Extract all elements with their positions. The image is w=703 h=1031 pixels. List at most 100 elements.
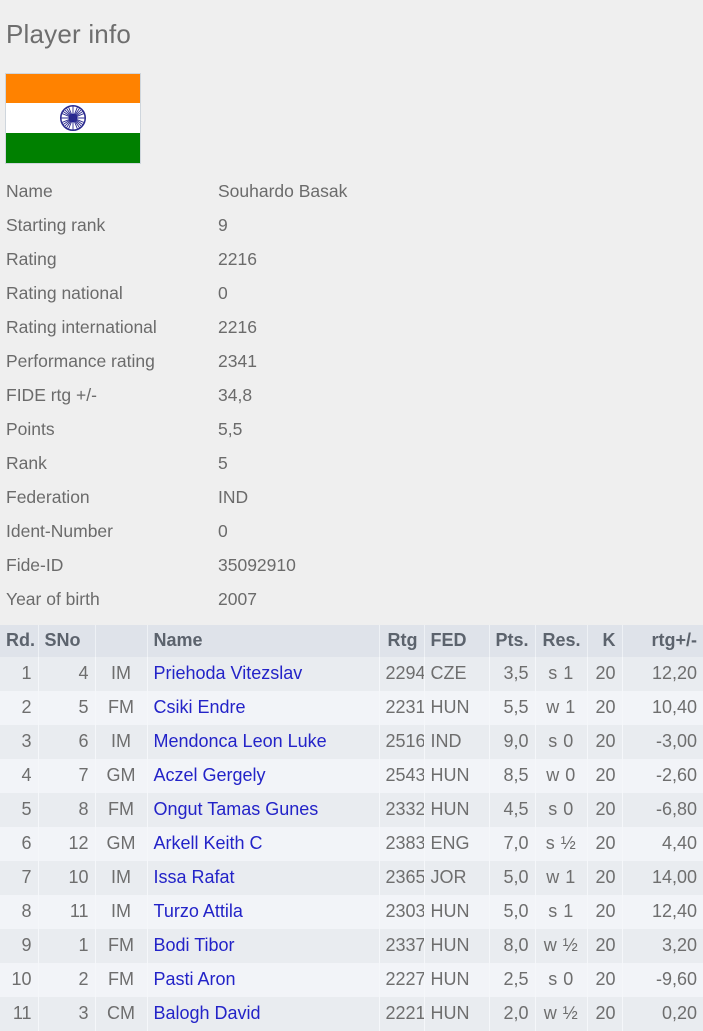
info-row: Ident-Number 0	[6, 514, 703, 548]
cell-rd: 5	[0, 792, 39, 827]
cell-title: IM	[95, 656, 148, 691]
cell-k: 20	[587, 656, 623, 691]
opponent-link[interactable]: Ongut Tamas Gunes	[153, 799, 319, 820]
cell-name[interactable]: Arkell Keith C	[147, 826, 380, 861]
cell-title: FM	[95, 690, 148, 725]
opponent-link[interactable]: Aczel Gergely	[153, 765, 266, 786]
cell-name[interactable]: Priehoda Vitezslav	[147, 656, 380, 691]
cell-sno: 12	[38, 826, 96, 861]
info-value: 2007	[218, 588, 257, 609]
cell-title: IM	[95, 724, 148, 759]
cell-name[interactable]: Aczel Gergely	[147, 758, 380, 793]
opponent-link[interactable]: Balogh David	[153, 1003, 261, 1024]
cell-k: 20	[587, 690, 623, 725]
cell-change: -9,60	[622, 962, 703, 997]
info-row: Federation IND	[6, 480, 703, 514]
column-header-k[interactable]: K	[587, 624, 623, 657]
info-value: 0	[218, 520, 228, 541]
cell-fed: HUN	[424, 962, 490, 997]
cell-name[interactable]: Mendonca Leon Luke	[147, 724, 380, 759]
cell-sno: 7	[38, 758, 96, 793]
cell-title: FM	[95, 962, 148, 997]
cell-sno: 2	[38, 962, 96, 997]
info-label: FIDE rtg +/-	[6, 384, 97, 405]
cell-name[interactable]: Ongut Tamas Gunes	[147, 792, 380, 827]
cell-name[interactable]: Pasti Aron	[147, 962, 380, 997]
cell-title: IM	[95, 894, 148, 929]
cell-rd: 3	[0, 724, 39, 759]
table-row: 1 4 IM Priehoda Vitezslav 2294 CZE 3,5 s 1 20 12,…	[0, 656, 703, 691]
info-value: 2216	[218, 248, 257, 269]
cell-name[interactable]: Balogh David	[147, 996, 380, 1031]
table-row: 6 12 GM Arkell Keith C 2383 ENG 7,0 s ½ 20 4,40	[0, 826, 703, 861]
cell-k: 20	[587, 860, 623, 895]
info-row: Starting rank 9	[6, 208, 703, 242]
info-value: 2341	[218, 350, 257, 371]
cell-name[interactable]: Csiki Endre	[147, 690, 380, 725]
cell-rd: 9	[0, 928, 39, 963]
info-value: 5	[218, 452, 228, 473]
column-header-title[interactable]	[95, 624, 148, 657]
column-header-rd[interactable]: Rd.	[0, 624, 39, 657]
cell-name[interactable]: Turzo Attila	[147, 894, 380, 929]
cell-fed: HUN	[424, 996, 490, 1031]
cell-res: s 0	[535, 792, 588, 827]
cell-pts: 9,0	[489, 724, 536, 759]
info-value: 0	[218, 282, 228, 303]
cell-fed: IND	[424, 724, 490, 759]
cell-res: w 1	[535, 860, 588, 895]
cell-change: -6,80	[622, 792, 703, 827]
cell-rd: 2	[0, 690, 39, 725]
column-header-pts[interactable]: Pts.	[489, 624, 536, 657]
cell-change: 10,40	[622, 690, 703, 725]
cell-k: 20	[587, 996, 623, 1031]
cell-fed: ENG	[424, 826, 490, 861]
table-row: 4 7 GM Aczel Gergely 2543 HUN 8,5 w 0 20 -2,60	[0, 758, 703, 793]
opponent-link[interactable]: Mendonca Leon Luke	[153, 731, 327, 752]
table-row: 11 3 CM Balogh David 2221 HUN 2,0 w ½ 20 0,20	[0, 996, 703, 1031]
opponent-link[interactable]: Priehoda Vitezslav	[153, 663, 303, 684]
india-flag-icon	[5, 72, 141, 164]
cell-change: 14,00	[622, 860, 703, 895]
info-label: Rating international	[6, 316, 157, 337]
table-row: 7 10 IM Issa Rafat 2365 JOR 5,0 w 1 20 14,00	[0, 860, 703, 895]
opponent-link[interactable]: Pasti Aron	[153, 969, 236, 990]
cell-sno: 6	[38, 724, 96, 759]
table-row: 3 6 IM Mendonca Leon Luke 2516 IND 9,0 s 0 20 -3,…	[0, 724, 703, 759]
column-header-res[interactable]: Res.	[535, 624, 588, 657]
info-value: Souhardo Basak	[218, 180, 348, 201]
cell-rtg: 2231	[379, 690, 425, 725]
opponent-link[interactable]: Turzo Attila	[153, 901, 243, 922]
opponent-link[interactable]: Arkell Keith C	[153, 833, 263, 854]
cell-res: s 0	[535, 724, 588, 759]
opponent-link[interactable]: Issa Rafat	[153, 867, 235, 888]
cell-rd: 1	[0, 656, 39, 691]
column-header-name[interactable]: Name	[147, 624, 380, 657]
flag-band-saffron	[6, 73, 140, 104]
info-value: IND	[218, 486, 249, 507]
column-header-change[interactable]: rtg+/-	[622, 624, 703, 657]
cell-pts: 5,0	[489, 860, 536, 895]
federation-flag-wrap	[0, 68, 703, 164]
info-label: Fide-ID	[6, 554, 64, 575]
cell-rd: 6	[0, 826, 39, 861]
column-header-fed[interactable]: FED	[424, 624, 490, 657]
cell-pts: 7,0	[489, 826, 536, 861]
opponent-link[interactable]: Bodi Tibor	[153, 935, 235, 956]
cell-k: 20	[587, 826, 623, 861]
info-value: 9	[218, 214, 228, 235]
opponent-link[interactable]: Csiki Endre	[153, 697, 246, 718]
column-header-rtg[interactable]: Rtg	[379, 624, 425, 657]
cell-title: GM	[95, 826, 148, 861]
cell-name[interactable]: Issa Rafat	[147, 860, 380, 895]
info-label: Year of birth	[6, 588, 100, 609]
cell-title: IM	[95, 860, 148, 895]
cell-name[interactable]: Bodi Tibor	[147, 928, 380, 963]
cell-pts: 8,0	[489, 928, 536, 963]
cell-rd: 4	[0, 758, 39, 793]
cell-pts: 8,5	[489, 758, 536, 793]
cell-rtg: 2337	[379, 928, 425, 963]
column-header-sno[interactable]: SNo	[38, 624, 96, 657]
cell-fed: HUN	[424, 758, 490, 793]
info-label: Rating	[6, 248, 57, 269]
